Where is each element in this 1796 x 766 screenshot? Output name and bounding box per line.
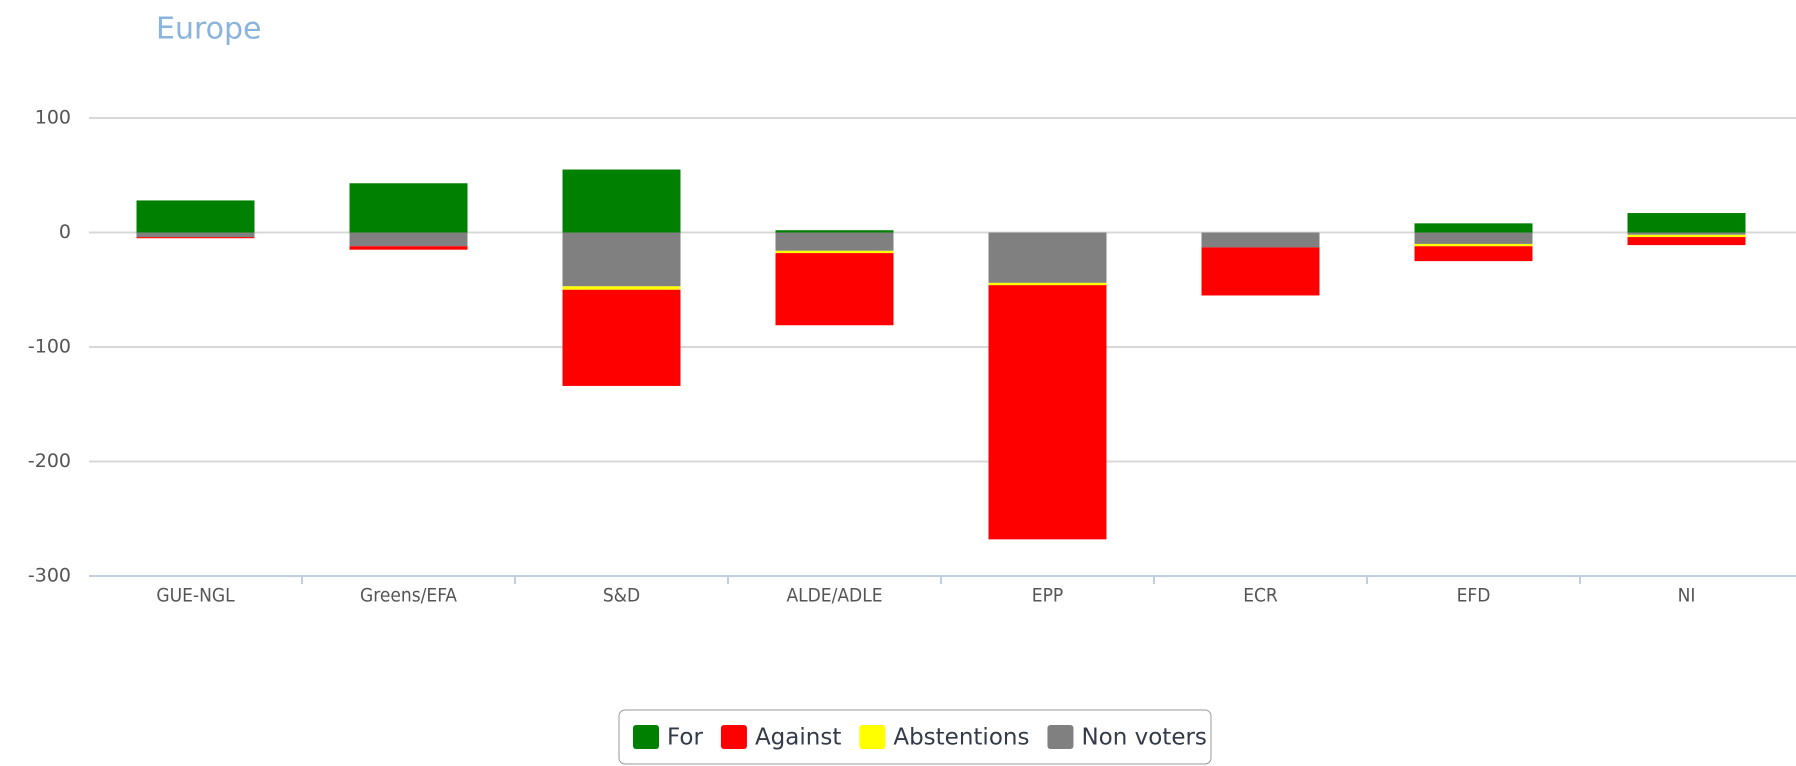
y-tick-label: 100 <box>35 107 71 129</box>
bar-segment <box>136 232 255 238</box>
legend-swatch <box>1047 725 1074 749</box>
bar-segment <box>349 246 468 250</box>
y-tick-label: -100 <box>28 336 71 358</box>
x-tick-label: ECR <box>1243 585 1278 607</box>
bar-segment <box>988 285 1107 540</box>
bar-segment <box>1627 213 1746 233</box>
y-tick-label: -200 <box>28 450 71 472</box>
logo: Europe <box>156 12 262 47</box>
bar-segment <box>775 232 894 251</box>
legend-label: Abstentions <box>893 725 1029 751</box>
y-tick-label: -300 <box>28 565 71 587</box>
bar-segment <box>1414 232 1533 244</box>
bar-segment <box>1201 232 1320 248</box>
bar-segment <box>562 232 681 287</box>
x-tick-label: NI <box>1678 585 1696 607</box>
x-tick-label: EFD <box>1457 585 1491 607</box>
bar-segment <box>775 253 894 326</box>
legend-label: For <box>667 725 703 751</box>
legend-label: Against <box>755 725 841 751</box>
x-tick-label: ALDE/ADLE <box>786 585 882 607</box>
bar-segment <box>1414 246 1533 262</box>
bar-segment <box>349 232 468 247</box>
x-tick-label: EPP <box>1032 585 1063 607</box>
legend-box <box>618 709 1212 765</box>
bar-segment <box>562 289 681 386</box>
x-tick-label: Greens/EFA <box>360 585 457 607</box>
bar-segment <box>136 237 255 239</box>
legend-swatch <box>633 725 659 749</box>
bar-segment <box>1627 237 1746 246</box>
bar-segment <box>1627 232 1746 235</box>
bar-segment <box>988 232 1107 283</box>
bar-segment <box>562 169 681 233</box>
bar-segment <box>1201 247 1320 296</box>
x-tick-label: S&D <box>603 585 640 607</box>
bar-segment <box>349 183 468 233</box>
legend-label: Non voters <box>1081 725 1206 751</box>
y-tick-label: 0 <box>59 221 71 243</box>
bar-segment <box>988 282 1107 286</box>
bar-segment <box>1414 223 1533 233</box>
bar-segment <box>1414 243 1533 247</box>
bar-segment <box>136 200 255 233</box>
x-tick-label: GUE-NGL <box>156 585 235 607</box>
legend-swatch <box>720 725 747 749</box>
bar-segment <box>775 230 894 233</box>
bar-segment <box>562 286 681 290</box>
legend-swatch <box>859 725 886 749</box>
bar-segment <box>1627 234 1746 238</box>
bar-segment <box>775 250 894 254</box>
